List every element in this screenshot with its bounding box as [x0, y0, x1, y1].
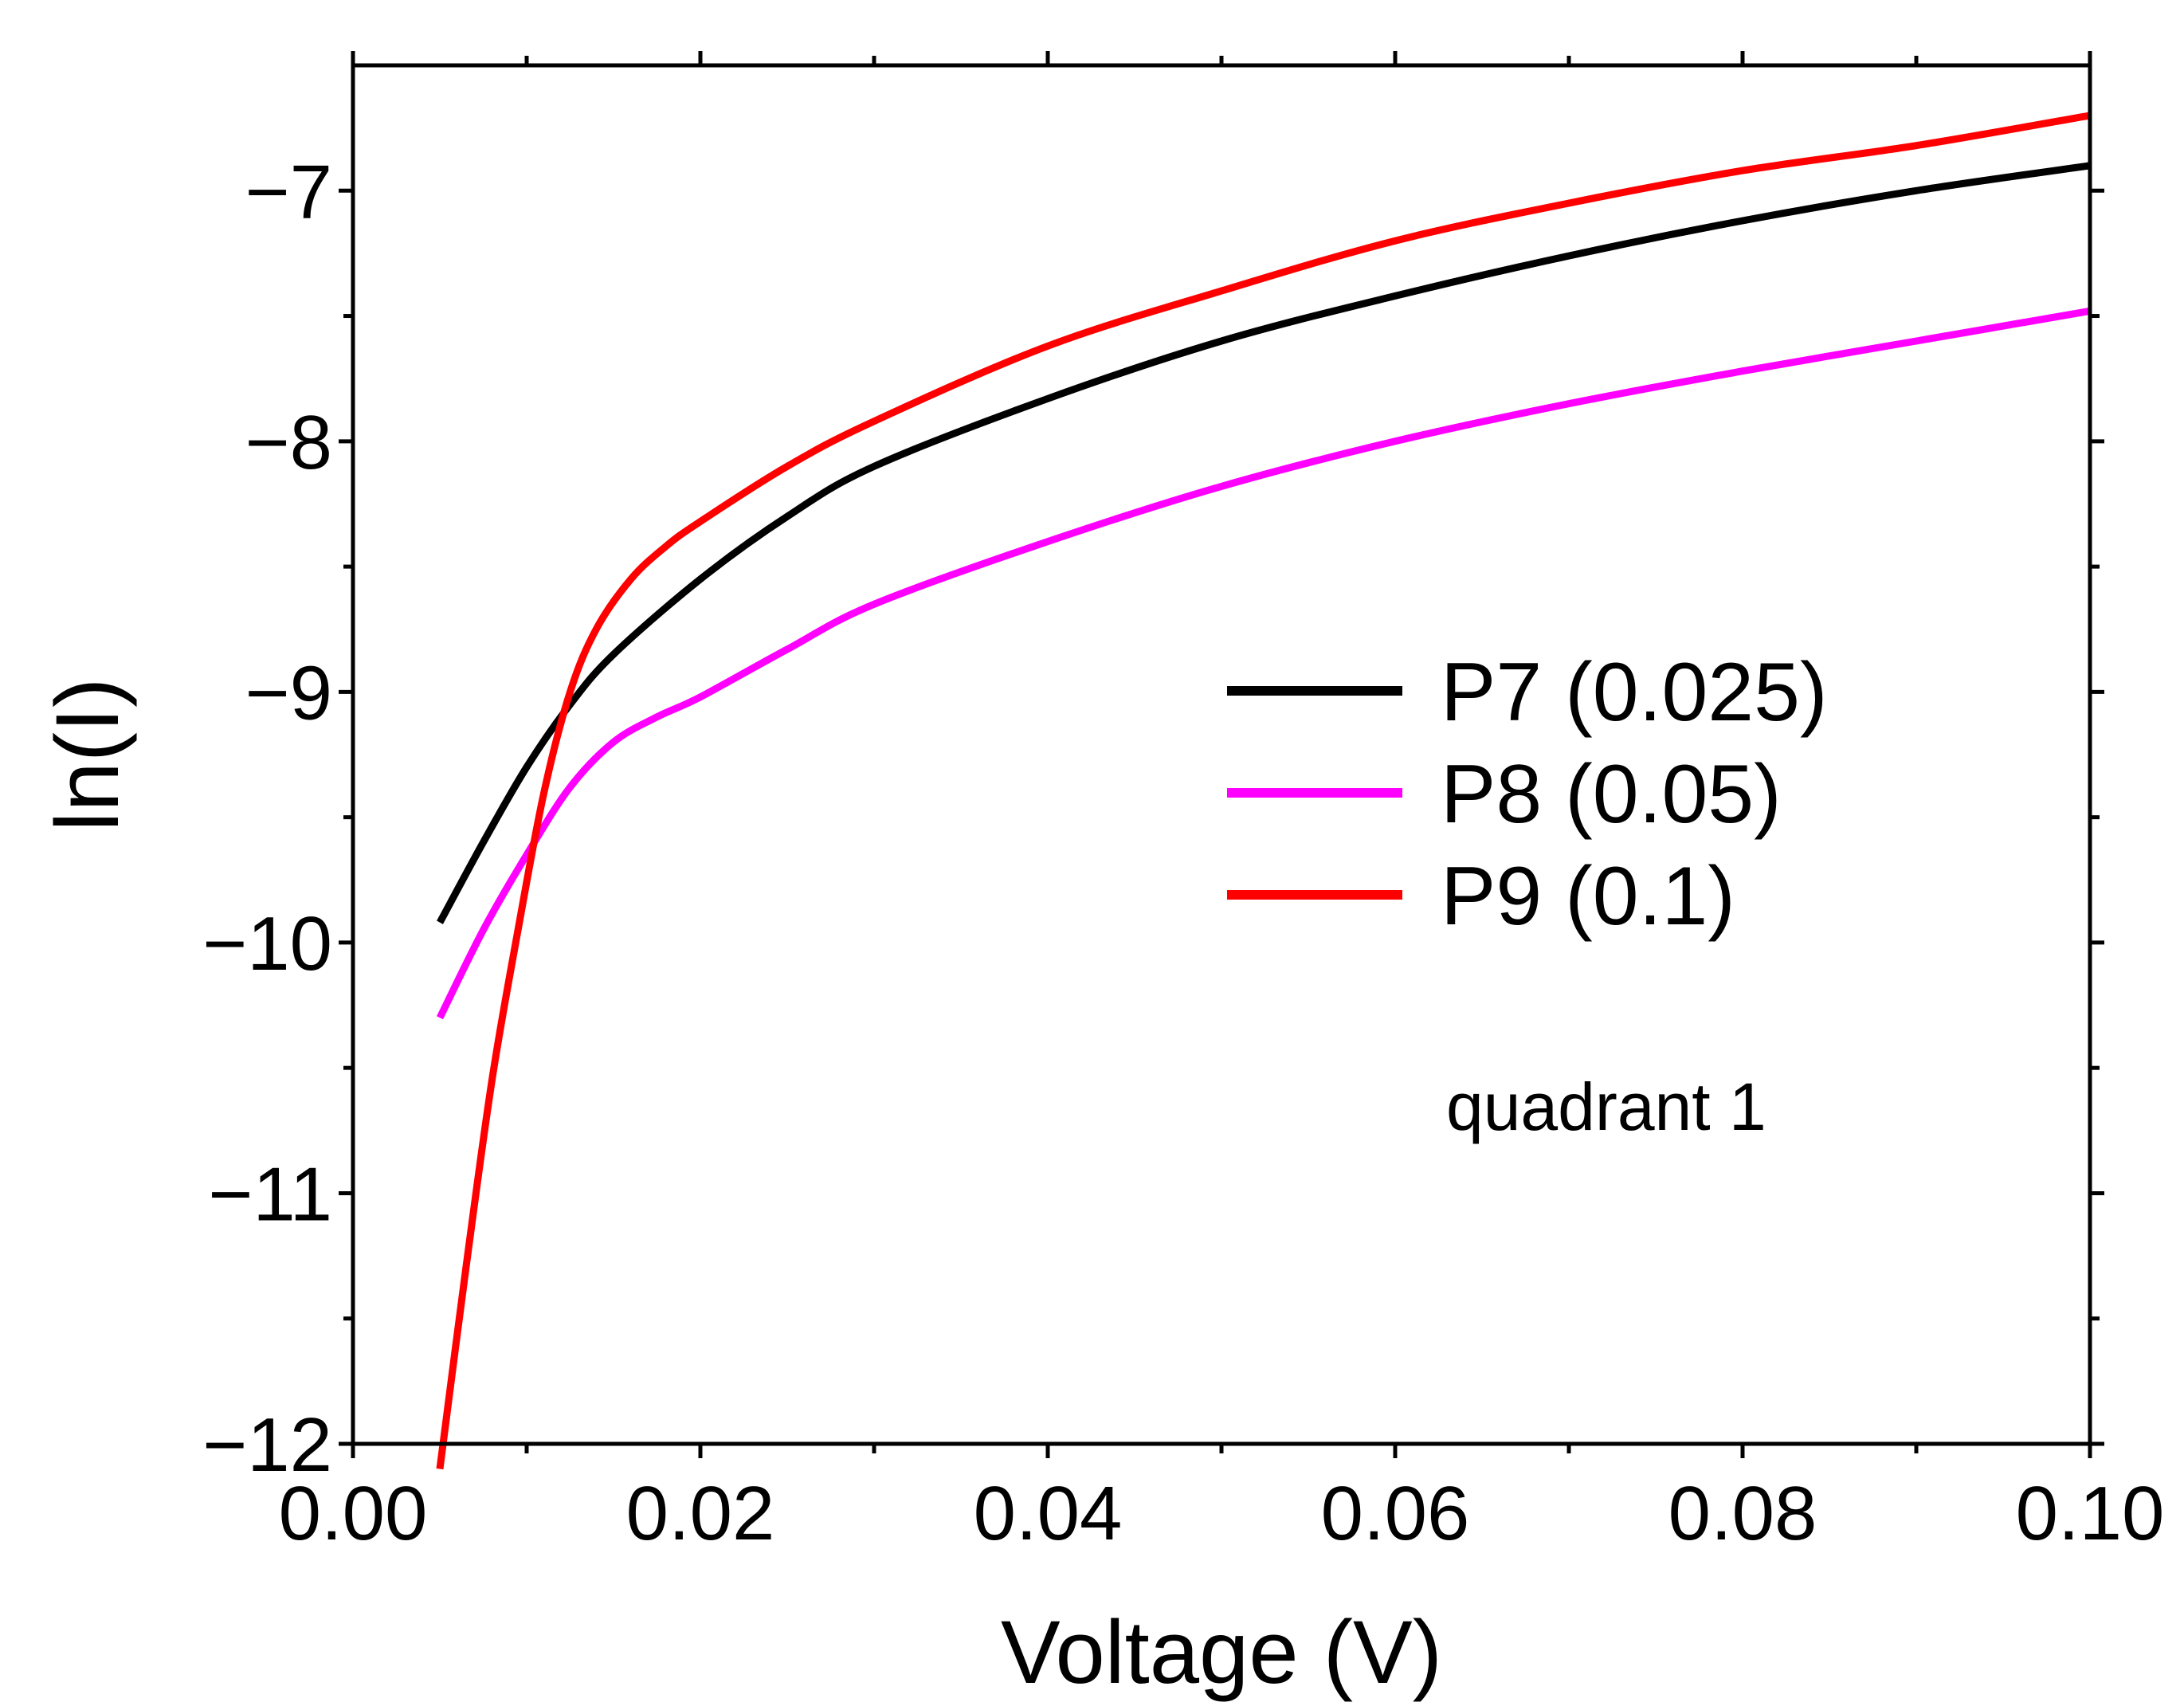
x-tick-label: 0.02: [626, 1471, 775, 1556]
y-tick-label: −8: [245, 400, 332, 485]
ticks-layer: [339, 51, 2104, 1458]
x-tick-label: 0.00: [279, 1471, 428, 1556]
series-line-2: [436, 307, 2091, 1020]
y-tick-label: −9: [245, 650, 332, 735]
plot-frame: [351, 63, 2092, 1446]
x-axis-title: Voltage (V): [1001, 1602, 1442, 1702]
y-tick-label: −12: [202, 1402, 332, 1488]
y-tick-label: −11: [208, 1151, 332, 1237]
legend-label-3: P9 (0.1): [1441, 850, 1735, 943]
x-tick-label: 0.04: [974, 1471, 1123, 1556]
tick-labels-layer: 0.00 0.02 0.04 0.06 0.08 0.10 −12 −11 −10 −9 −8 −7: [202, 149, 2164, 1556]
x-tick-label: 0.08: [1668, 1471, 1817, 1556]
legend: P7 (0.025)P8 (0.05)P9 (0.1): [1227, 646, 1828, 943]
y-tick-label: −10: [202, 901, 332, 986]
curves-layer: [436, 112, 2091, 1470]
y-axis-title: ln(I): [37, 678, 137, 832]
quadrant-annotation: quadrant 1: [1446, 1069, 1766, 1144]
series-line-3: [436, 112, 2091, 1470]
legend-label-1: P7 (0.025): [1441, 646, 1828, 739]
x-tick-label: 0.10: [2016, 1471, 2165, 1556]
x-tick-label: 0.06: [1321, 1471, 1470, 1556]
y-tick-label: −7: [245, 149, 332, 234]
legend-label-2: P8 (0.05): [1441, 748, 1782, 841]
